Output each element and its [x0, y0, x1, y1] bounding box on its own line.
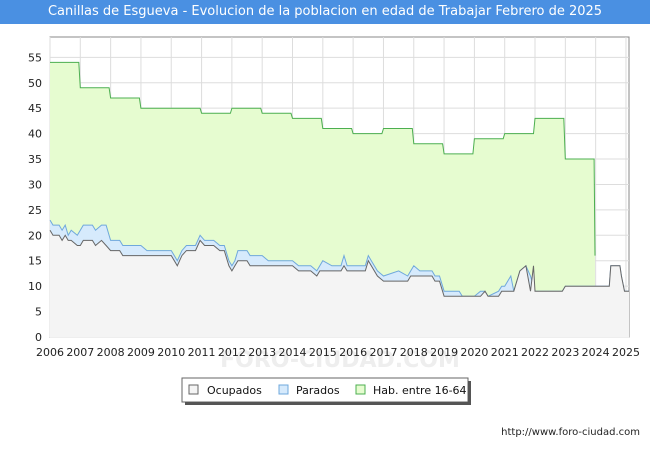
- legend-box: [181, 377, 469, 403]
- x-tick-label: 2024: [582, 346, 610, 359]
- y-tick-label: 45: [28, 102, 42, 115]
- legend-label-parados: Parados: [296, 384, 340, 397]
- series-line-hab-entre-16-64: [50, 61, 596, 256]
- x-tick-label: 2021: [491, 346, 519, 359]
- x-tick-label: 2009: [127, 346, 155, 359]
- legend-swatch-hab: [355, 384, 366, 395]
- x-tick-label: 2010: [157, 346, 185, 359]
- x-axis: 2006 2007 2008 2009 2010 2011 2012 2013 2014 2015…: [36, 346, 640, 359]
- y-tick-label: 15: [28, 255, 42, 268]
- y-tick-label: 10: [28, 280, 42, 293]
- x-tick-label: 2022: [521, 346, 549, 359]
- x-tick-label: 2007: [66, 346, 94, 359]
- legend-label-hab: Hab. entre 16-64: [373, 384, 467, 397]
- x-tick-label: 2019: [430, 346, 458, 359]
- x-tick-label: 2025: [612, 346, 640, 359]
- series-area-ocupados: [50, 230, 629, 337]
- x-tick-label: 2015: [309, 346, 337, 359]
- x-tick-label: 2020: [460, 346, 488, 359]
- x-tick-label: 2012: [218, 346, 246, 359]
- x-tick-label: 2006: [36, 346, 64, 359]
- x-tick-label: 2018: [400, 346, 428, 359]
- y-tick-label: 35: [28, 153, 42, 166]
- legend: Ocupados Parados Hab. entre 16-64: [181, 377, 471, 405]
- chart-title: Canillas de Esgueva - Evolucion de la po…: [0, 0, 650, 24]
- series-group: [49, 61, 629, 338]
- legend-shadow: [468, 381, 471, 405]
- watermark: FORO-CIUDAD.COM: [220, 348, 460, 373]
- y-tick-label: 30: [28, 178, 42, 191]
- y-axis: 0 5 10 15 20 25 30 35 40 45 50 55: [28, 51, 42, 344]
- series-line-parados: [49, 219, 629, 297]
- x-tick-label: 2016: [339, 346, 367, 359]
- legend-label-ocupados: Ocupados: [207, 384, 262, 397]
- legend-swatch-ocupados: [188, 384, 199, 395]
- x-tick-label: 2023: [551, 346, 579, 359]
- x-tick-label: 2014: [279, 346, 307, 359]
- y-tick-label: 5: [35, 306, 42, 319]
- legend-swatch-parados: [278, 384, 289, 395]
- x-tick-label: 2011: [188, 346, 216, 359]
- y-tick-label: 50: [28, 77, 42, 90]
- y-tick-label: 55: [28, 51, 42, 64]
- y-tick-label: 40: [28, 128, 42, 141]
- x-tick-label: 2017: [369, 346, 397, 359]
- y-tick-label: 0: [35, 331, 42, 344]
- y-tick-label: 20: [28, 229, 42, 242]
- x-tick-label: 2013: [248, 346, 276, 359]
- y-tick-label: 25: [28, 204, 42, 217]
- source-url[interactable]: http://www.foro-ciudad.com: [501, 427, 640, 438]
- legend-shadow-bottom: [185, 402, 471, 405]
- series-line-ocupados: [49, 229, 629, 297]
- x-tick-label: 2008: [97, 346, 125, 359]
